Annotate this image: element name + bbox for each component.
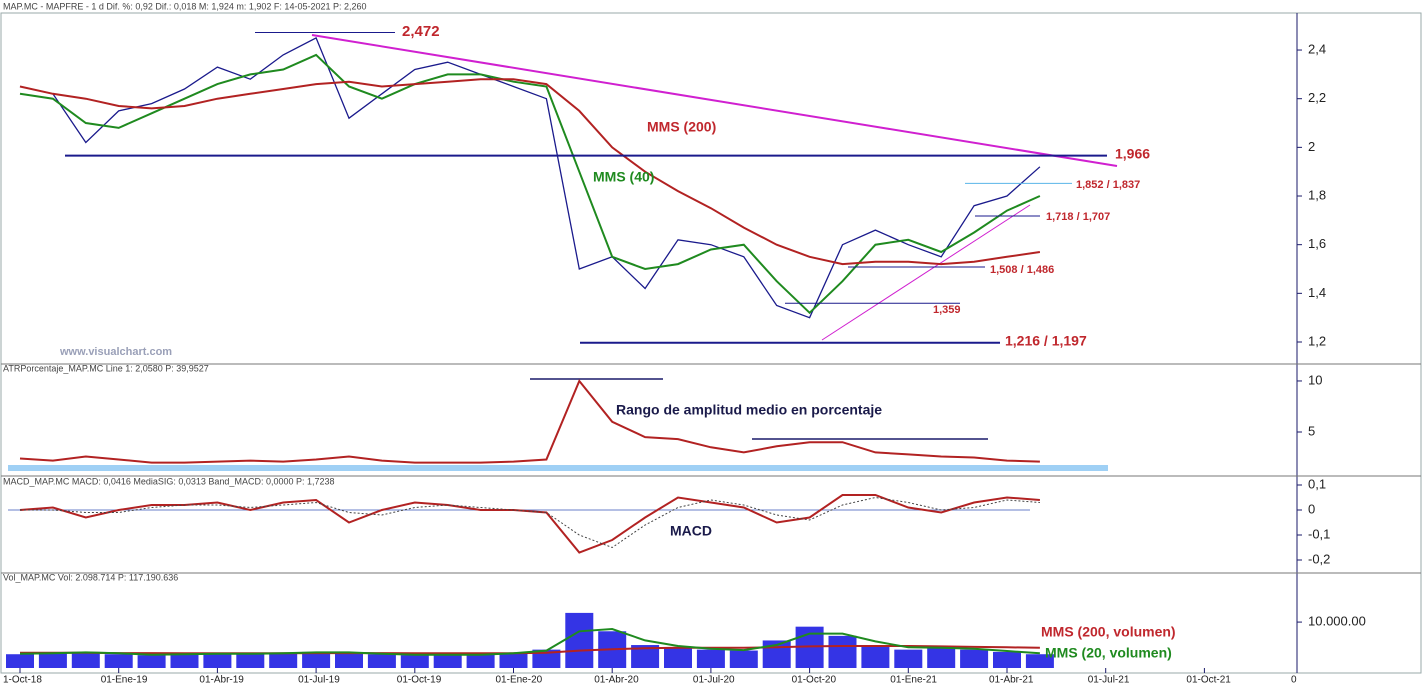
volume-bar [367, 654, 396, 668]
volume-bar [729, 650, 758, 668]
x-tick-label: 01-Jul-21 [1088, 675, 1130, 686]
volume-bar [302, 651, 331, 668]
y-tick-label: 2 [1308, 139, 1315, 154]
volume-bar [137, 655, 166, 668]
volume-bar [71, 651, 100, 668]
volume-bar [400, 655, 429, 668]
y-tick-label: 1,4 [1308, 285, 1326, 300]
y-tick-label: 1,2 [1308, 333, 1326, 348]
y-tick-label: 0,1 [1308, 476, 1326, 491]
level-label: 1,852 / 1,837 [1076, 179, 1140, 191]
volume-bar [631, 645, 660, 668]
volume-bar [960, 649, 989, 668]
volume-bar [170, 654, 199, 668]
y-tick-label: 5 [1308, 423, 1315, 438]
watermark: www.visualchart.com [59, 346, 172, 358]
volume-bar [927, 647, 956, 668]
volume-bar [236, 654, 265, 668]
y-tick-label: 1,6 [1308, 236, 1326, 251]
series-line [19, 78, 1041, 266]
atr-band [8, 465, 1108, 471]
level-label: 1,508 / 1,486 [990, 264, 1054, 276]
annotation: Rango de amplitud medio en porcentaje [616, 402, 882, 418]
x-tick-label: 01-Abr-20 [594, 675, 639, 686]
volume-bar [269, 652, 298, 668]
level-label: 2,472 [402, 23, 440, 40]
y-tick-label: 1,8 [1308, 187, 1326, 202]
panel-title: Vol_MAP.MC Vol: 2.098.714 P: 117.190.636 [3, 572, 178, 582]
volume-bar [38, 653, 67, 668]
series-line [19, 627, 1040, 656]
x-tick-label: 01-Jul-19 [298, 675, 340, 686]
x-tick-label: 01-Oct-19 [397, 675, 442, 686]
series-line [19, 379, 1040, 464]
level-label: 1,359 [933, 304, 961, 316]
y-tick-label: 10 [1308, 372, 1322, 387]
volume-bar [532, 649, 561, 668]
series-label: MMS (20, volumen) [1045, 645, 1172, 661]
resistance-trendline [311, 34, 1118, 167]
volume-bar [499, 652, 528, 668]
panel-title: MACD_MAP.MC MACD: 0,0416 MediaSIG: 0,031… [3, 476, 335, 486]
annotation: MACD [670, 523, 712, 539]
y-tick-label: 0 [1308, 501, 1315, 516]
series-label: MMS (200) [647, 119, 716, 135]
series-label: MMS (40) [593, 169, 654, 185]
series-line [20, 496, 1040, 549]
level-label: 1,216 / 1,197 [1005, 333, 1087, 349]
x-tick-label: 01-Oct-20 [792, 675, 837, 686]
volume-bar [696, 649, 725, 668]
volume-bar [861, 645, 890, 668]
volume-bar [104, 654, 133, 668]
series-line [19, 36, 1041, 319]
y-tick-label: 2,4 [1308, 41, 1326, 56]
level-label: 1,718 / 1,707 [1046, 211, 1110, 223]
volume-bar [6, 654, 34, 668]
corner-label: 0 [1291, 675, 1297, 686]
volume-bar [664, 647, 692, 668]
x-tick-label: 01-Ene-21 [890, 675, 937, 686]
x-tick-label: 01-Ene-19 [101, 675, 148, 686]
x-tick-label: 01-Abr-21 [989, 675, 1034, 686]
volume-bar [894, 649, 923, 668]
volume-bar [433, 654, 462, 668]
level-label: 1,966 [1115, 146, 1150, 162]
x-tick-label: 01-Oct-21 [1186, 675, 1231, 686]
volume-bar [203, 653, 232, 668]
header: MAP.MC - MAPFRE - 1 d Dif. %: 0,92 Dif.:… [3, 1, 367, 11]
volume-bar [565, 612, 594, 668]
support-trendline [821, 204, 1031, 341]
y-tick-label: 10.000.00 [1308, 614, 1366, 629]
volume-bar [335, 652, 363, 668]
y-tick-label: -0,2 [1308, 551, 1330, 566]
y-tick-label: 2,2 [1308, 90, 1326, 105]
y-tick-label: -0,1 [1308, 526, 1330, 541]
series-line [19, 53, 1041, 315]
volume-bar [1025, 654, 1054, 668]
x-tick-label: 01-Jul-20 [693, 675, 735, 686]
x-tick-label: 01-Ene-20 [496, 675, 543, 686]
volume-bar [466, 654, 495, 668]
panel-title: ATRPorcentaje_MAP.MC Line 1: 2,0580 P: 3… [3, 363, 209, 373]
x-tick-label: 01-Abr-19 [199, 675, 244, 686]
series-label: MMS (200, volumen) [1041, 624, 1176, 640]
volume-bar [828, 635, 857, 668]
x-tick-label: 1-Oct-18 [3, 675, 42, 686]
volume-bar [993, 651, 1021, 668]
